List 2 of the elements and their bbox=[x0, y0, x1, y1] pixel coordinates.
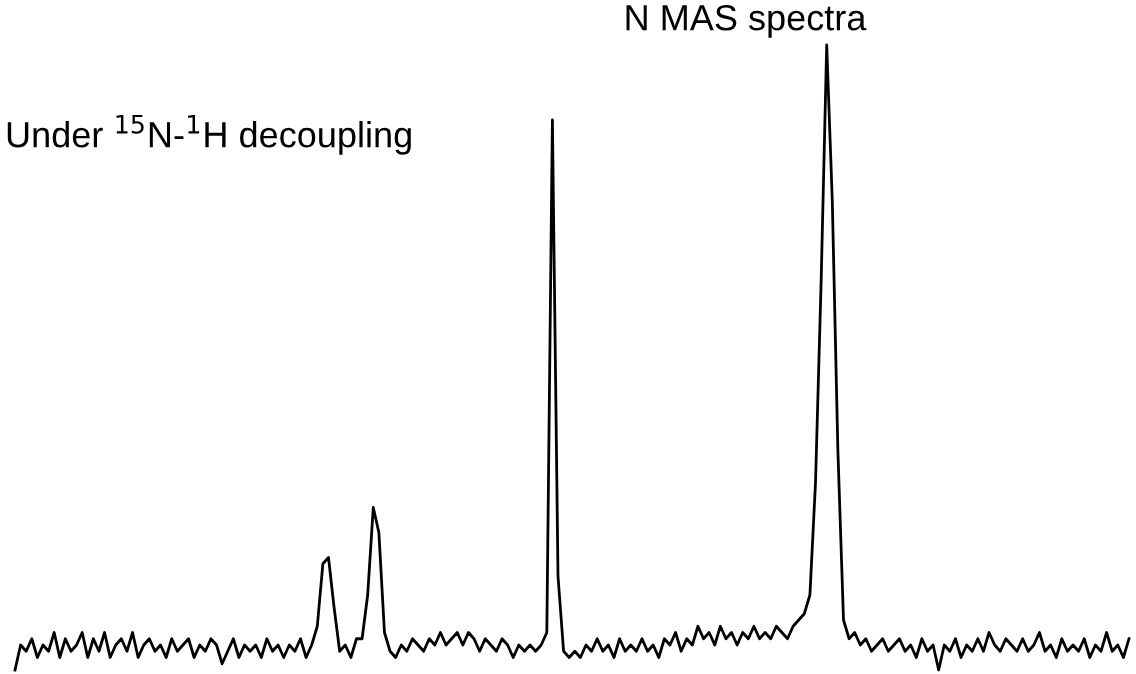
chart-title: N MAS spectra bbox=[626, 4, 867, 38]
text: Under $^{15}$N-$^{1}$H decoupling bbox=[7, 114, 411, 155]
